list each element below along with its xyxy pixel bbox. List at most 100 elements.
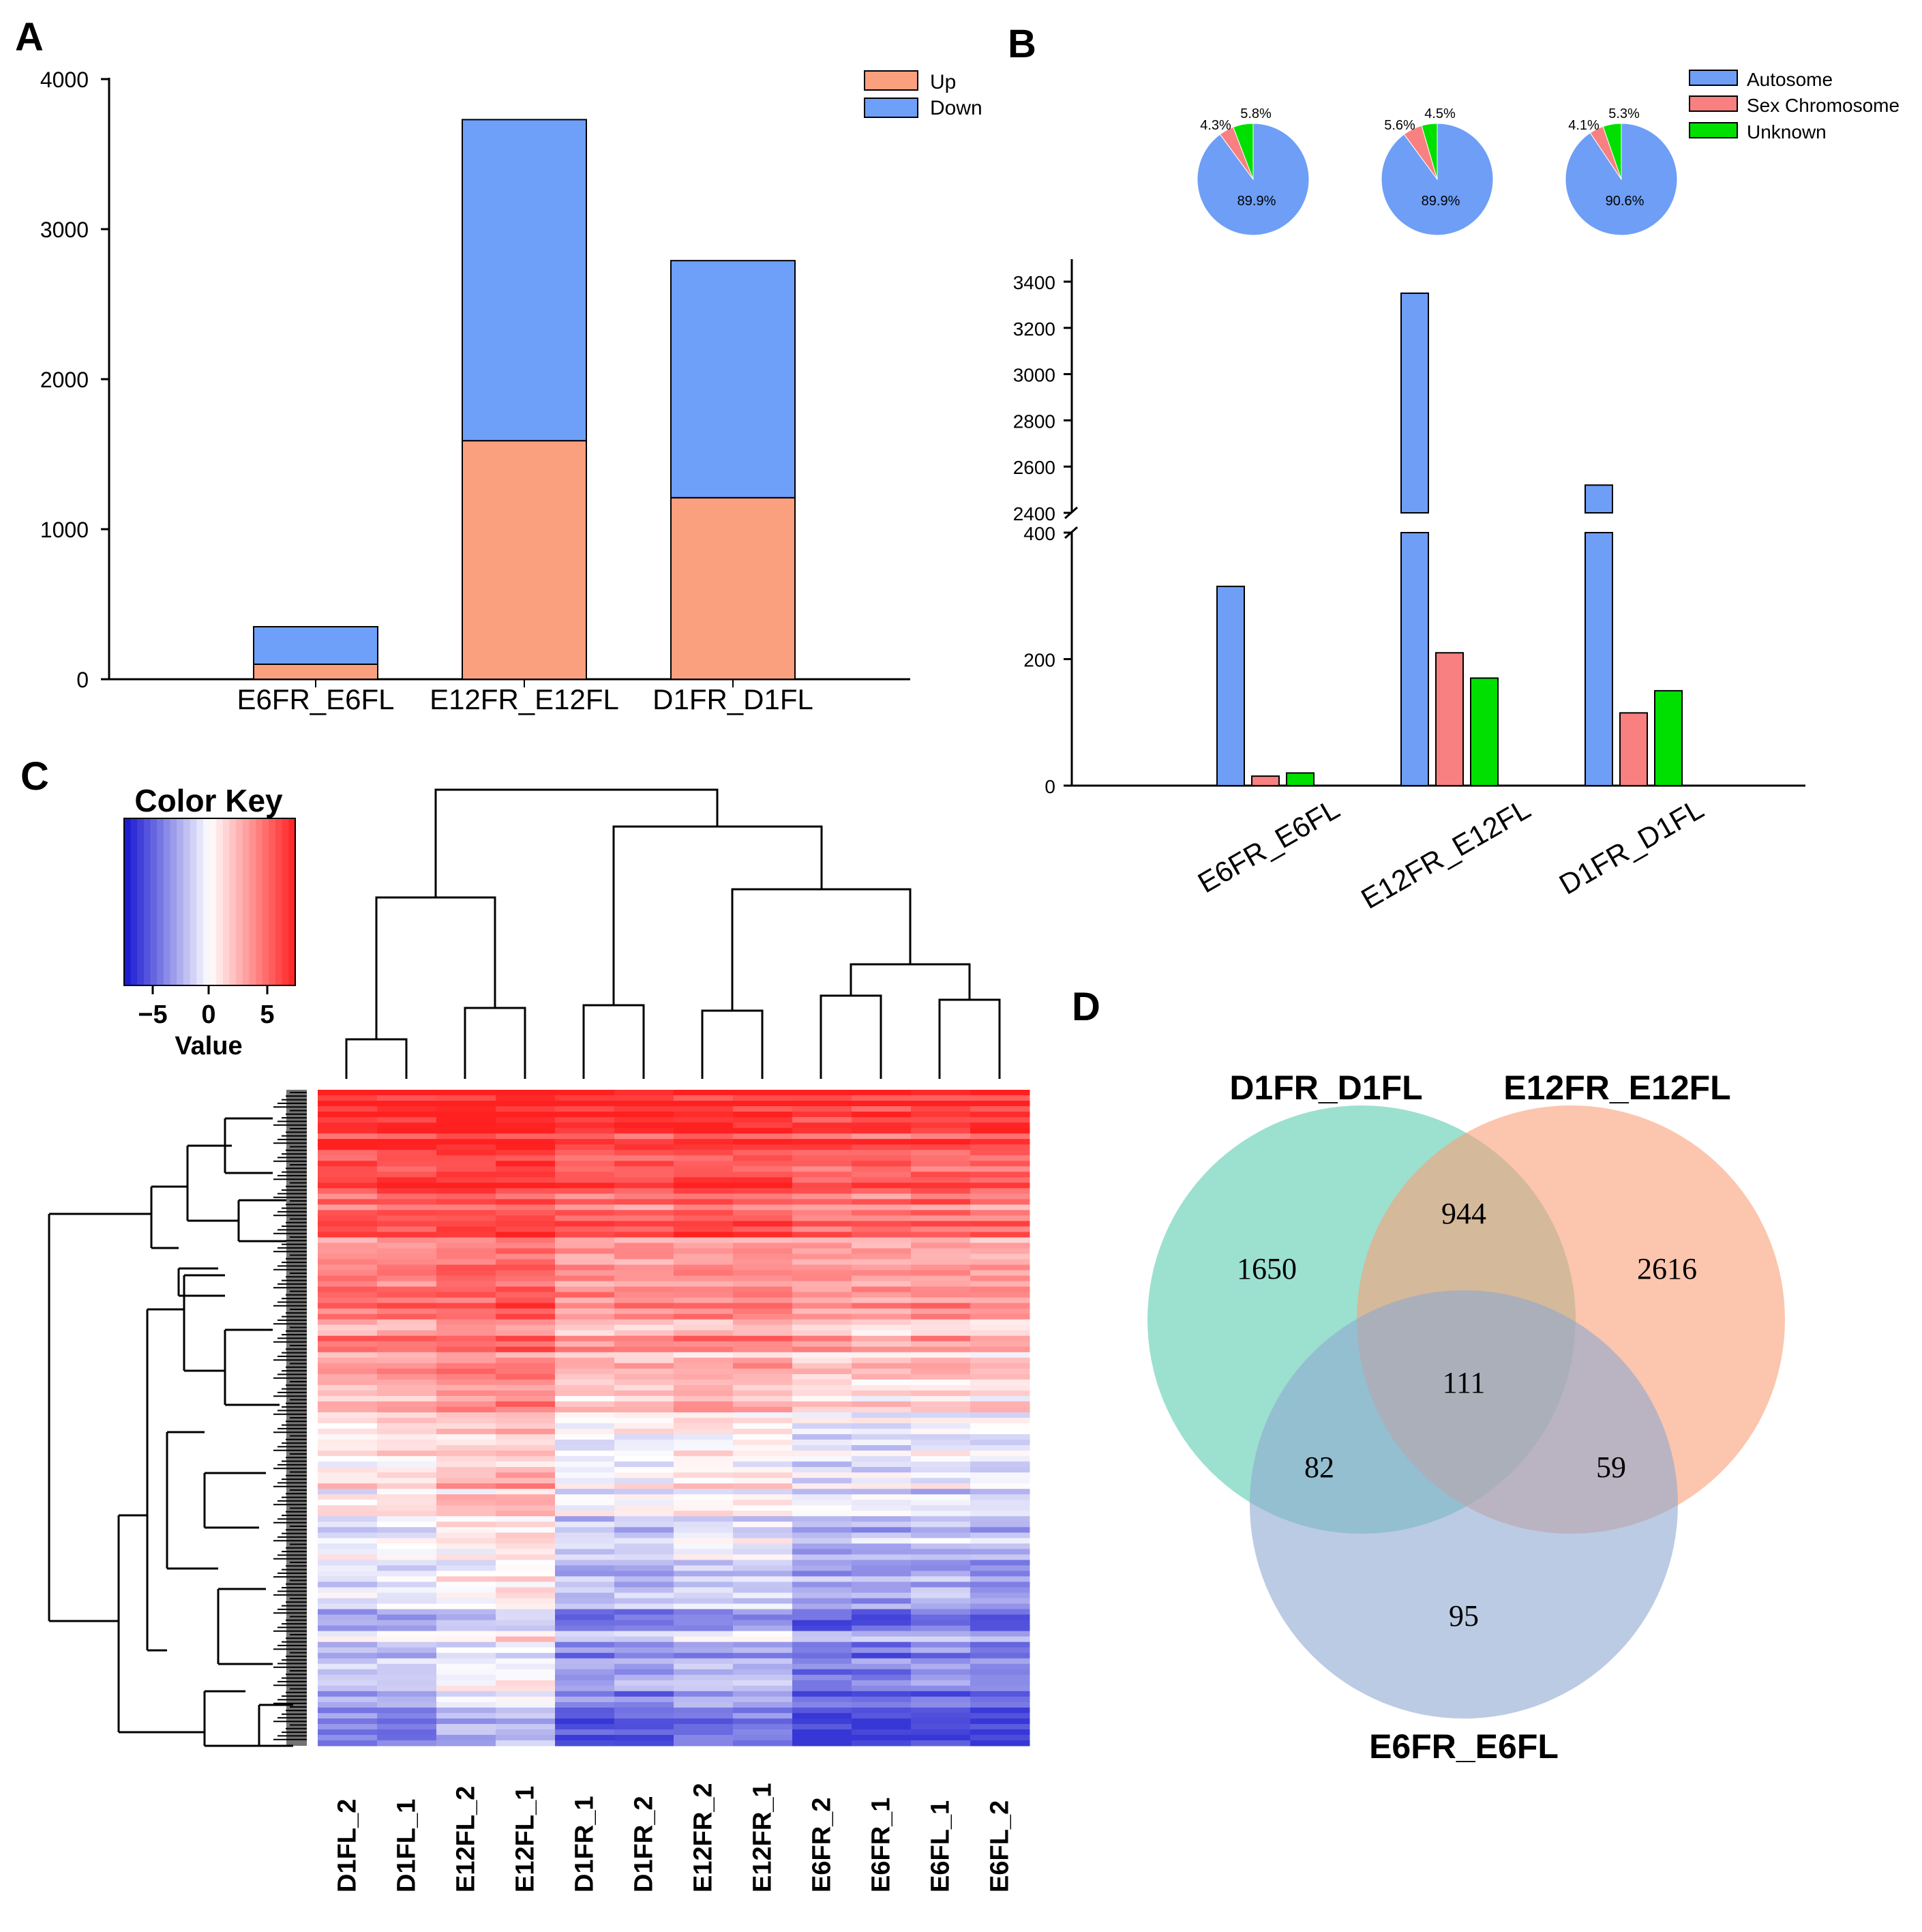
heatmap-cell [852, 1674, 912, 1681]
heatmap-cell [733, 1270, 793, 1277]
heatmap-cell [377, 1406, 437, 1413]
heatmap-cell [911, 1275, 971, 1282]
heatmap-cell [496, 1243, 556, 1249]
heatmap-cell [555, 1571, 615, 1577]
heatmap-cell [436, 1538, 496, 1544]
heatmap-cell [555, 1319, 615, 1326]
heatmap-cell [318, 1352, 378, 1358]
color-key-step [137, 818, 145, 985]
heatmap-cell [733, 1259, 793, 1266]
heatmap-cell [436, 1614, 496, 1621]
heatmap-cell [792, 1521, 852, 1528]
heatmap-cell [436, 1188, 496, 1194]
heatmap-cell [911, 1352, 971, 1358]
heatmap-cell [377, 1308, 437, 1315]
heatmap-cell [555, 1549, 615, 1555]
heatmap-cell [496, 1581, 556, 1588]
pie-label-autosome: 90.6% [1606, 194, 1645, 209]
heatmap-cell [318, 1341, 378, 1348]
heatmap-cell [555, 1440, 615, 1446]
heatmap-cell [733, 1451, 793, 1457]
heatmap-cell [555, 1483, 615, 1489]
heatmap-cell [496, 1680, 556, 1686]
heatmap-cell [911, 1188, 971, 1194]
heatmap-cell [733, 1729, 793, 1736]
bar-autosome-E12FR_E12FL-lower [1400, 532, 1429, 786]
pie-slice-unknown [1233, 123, 1254, 180]
heatmap-cell [555, 1641, 615, 1648]
heatmap-cell [436, 1259, 496, 1266]
heatmap-cell [318, 1161, 378, 1167]
heatmap-cell [733, 1161, 793, 1167]
heatmap-cell [555, 1625, 615, 1632]
heatmap-cell [792, 1527, 852, 1533]
heatmap-cell [674, 1592, 734, 1599]
heatmap-cell [614, 1560, 674, 1566]
heatmap-cell [792, 1489, 852, 1495]
heatmap-cell [614, 1335, 674, 1342]
heatmap-cell [555, 1701, 615, 1708]
heatmap-cell [318, 1723, 378, 1730]
heatmap-cell [852, 1505, 912, 1511]
heatmap-cell [614, 1095, 674, 1101]
heatmap-cell [852, 1598, 912, 1605]
heatmap-cell [792, 1144, 852, 1150]
heatmap-cell [377, 1183, 437, 1189]
heatmap-cell [436, 1379, 496, 1386]
row-dendrogram-branch [258, 1704, 293, 1747]
heatmap-cell [377, 1571, 437, 1577]
heatmap-cell [318, 1494, 378, 1500]
heatmap-cell [792, 1204, 852, 1210]
heatmap-cell [733, 1150, 793, 1156]
heatmap-cell [852, 1303, 912, 1309]
heatmap-cell [318, 1620, 378, 1626]
heatmap-cell [496, 1172, 556, 1178]
heatmap-cell [674, 1576, 734, 1582]
heatmap-cell [436, 1395, 496, 1402]
heatmap-cell [555, 1166, 615, 1172]
heatmap-cell [733, 1685, 793, 1692]
heatmap-cell [911, 1264, 971, 1271]
heatmap-cell [674, 1248, 734, 1254]
heatmap-cell [911, 1237, 971, 1243]
heatmap-cell [674, 1395, 734, 1402]
heatmap-cell [377, 1346, 437, 1353]
heatmap-cell [318, 1456, 378, 1462]
heatmap-cell [436, 1275, 496, 1282]
heatmap-cell [496, 1101, 556, 1107]
heatmap-cell [436, 1652, 496, 1659]
heatmap-cell [674, 1401, 734, 1408]
heatmap-cell [792, 1712, 852, 1719]
heatmap-cell [318, 1701, 378, 1708]
heatmap-cell [496, 1565, 556, 1571]
heatmap-cell [496, 1549, 556, 1555]
heatmap-cell [496, 1335, 556, 1342]
heatmap-cell [496, 1401, 556, 1408]
heatmap-cell [733, 1237, 793, 1243]
heatmap-cell [792, 1172, 852, 1178]
heatmap-cell [674, 1183, 734, 1189]
heatmap-cell [970, 1308, 1030, 1315]
heatmap-cell [911, 1133, 971, 1140]
heatmap-cell [496, 1620, 556, 1626]
row-dendrogram-leaf-band [286, 1090, 307, 1746]
heatmap-cell [377, 1734, 437, 1741]
heatmap-cell [318, 1095, 378, 1101]
heatmap-cell [970, 1500, 1030, 1506]
heatmap-cell [614, 1308, 674, 1315]
heatmap-cell [733, 1571, 793, 1577]
heatmap-cell [377, 1701, 437, 1708]
heatmap-cell [555, 1560, 615, 1566]
heatmap-cell [614, 1723, 674, 1730]
heatmap-cell [377, 1521, 437, 1528]
heatmap-cell [318, 1451, 378, 1457]
heatmap-cell [436, 1478, 496, 1484]
heatmap-cell [496, 1696, 556, 1703]
heatmap-cell [614, 1423, 674, 1429]
row-dendrogram-branch [217, 1588, 273, 1665]
heatmap-cell [733, 1412, 793, 1418]
heatmap-cell [614, 1412, 674, 1418]
heatmap-cell [970, 1166, 1030, 1172]
heatmap-cell [555, 1308, 615, 1315]
heatmap-cell [911, 1319, 971, 1326]
